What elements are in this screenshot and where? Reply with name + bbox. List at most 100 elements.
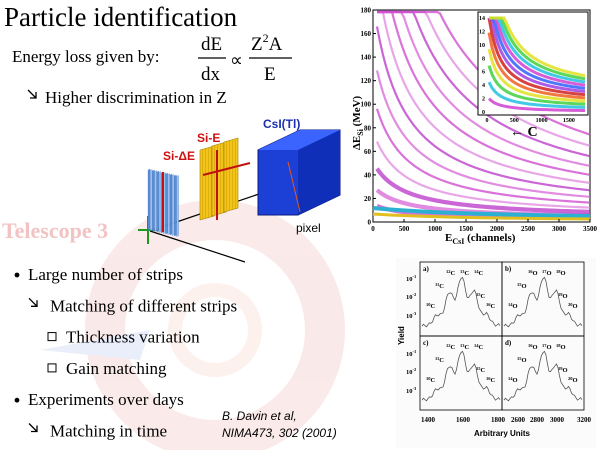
y-tick-label: 20 bbox=[364, 195, 372, 203]
checkbox-icon bbox=[47, 363, 57, 373]
y-tick-label: 40 bbox=[364, 171, 372, 179]
peak-label: 16O bbox=[528, 343, 538, 351]
element: C bbox=[481, 293, 486, 300]
sub: CsI bbox=[452, 237, 464, 246]
main: ΔE bbox=[351, 136, 363, 150]
mass: 16 bbox=[486, 302, 491, 307]
arrow-icon bbox=[28, 297, 38, 307]
inset-y-tick-label: 4 bbox=[482, 83, 485, 89]
mass: 11 bbox=[435, 356, 440, 361]
bullet-list: Large number of strips Matching of differ… bbox=[14, 265, 237, 441]
yield-curve bbox=[421, 350, 501, 402]
yield-xlabel: Arbitrary Units bbox=[474, 429, 531, 438]
y-tick-label: 180 bbox=[361, 7, 372, 15]
title: Particle identification bbox=[4, 2, 238, 32]
pid-band bbox=[376, 141, 591, 209]
strip-plane bbox=[199, 145, 215, 221]
bullet-dot bbox=[14, 397, 20, 403]
strip bbox=[174, 174, 177, 237]
base: 10 bbox=[406, 294, 413, 301]
exponent: -3 bbox=[413, 386, 417, 391]
inset-band bbox=[487, 65, 586, 106]
strip bbox=[150, 169, 153, 231]
z-exp: 2 bbox=[263, 31, 269, 45]
checkbox-icon bbox=[47, 332, 57, 342]
base: 10 bbox=[406, 276, 413, 283]
pid-band bbox=[375, 26, 591, 192]
exponent: -1 bbox=[413, 349, 417, 354]
x-tick-label: 500 bbox=[399, 225, 410, 233]
x-tick-label: 3500 bbox=[583, 225, 598, 233]
arrow-icon bbox=[27, 89, 37, 99]
inset-band bbox=[487, 81, 586, 109]
element: C bbox=[479, 270, 484, 277]
pid-band bbox=[375, 108, 591, 204]
element: C bbox=[465, 344, 470, 351]
citation-line: NIMA473, 302 (2001) bbox=[222, 426, 337, 440]
peak-label: 16C bbox=[486, 302, 496, 310]
y-tick-label: 80 bbox=[364, 124, 372, 132]
mass: 10 bbox=[426, 302, 431, 307]
mass: 15 bbox=[517, 356, 522, 361]
y-tick-label: 10-3 bbox=[406, 386, 417, 395]
yield-curve bbox=[503, 276, 583, 328]
peak-label: 14O bbox=[508, 376, 518, 384]
element: O bbox=[547, 270, 552, 277]
x-tick-label: 1800 bbox=[491, 416, 506, 424]
formula-lhs-den: dx bbox=[201, 64, 221, 85]
strip bbox=[147, 168, 151, 231]
a: A bbox=[269, 34, 283, 55]
peak-label: 14C bbox=[474, 343, 484, 351]
x-tick-label: 1600 bbox=[456, 416, 471, 424]
citation-line: B. Davin et al, bbox=[222, 409, 297, 423]
mass: 14 bbox=[474, 269, 479, 274]
pid-annotation: ← C bbox=[510, 125, 538, 140]
mass: 18 bbox=[556, 343, 561, 348]
bullet-text: Experiments over days bbox=[28, 390, 184, 409]
mass: 11 bbox=[435, 282, 440, 287]
element: C bbox=[439, 283, 444, 290]
mass: 13 bbox=[460, 343, 465, 348]
inset-y-tick-label: 6 bbox=[482, 70, 485, 76]
element: O bbox=[533, 344, 538, 351]
x-tick-label: 2600 bbox=[511, 416, 526, 424]
y-tick-label: 160 bbox=[361, 30, 372, 38]
inset-y-tick-label: 10 bbox=[479, 43, 485, 49]
yield-curve bbox=[503, 350, 583, 402]
peak-label: 16C bbox=[486, 376, 496, 384]
peak-label: 13C bbox=[460, 343, 470, 351]
panel-frame bbox=[501, 335, 585, 411]
element: O bbox=[533, 270, 538, 277]
mass: 13 bbox=[460, 269, 465, 274]
peak-label: 11C bbox=[435, 356, 444, 364]
mass: 16 bbox=[528, 269, 533, 274]
peak-label: 19O bbox=[558, 366, 568, 374]
formula-rhs-num: Z2A bbox=[251, 31, 283, 55]
panel-label: b) bbox=[505, 265, 512, 273]
strip bbox=[169, 173, 173, 236]
x-tick-label: 1000 bbox=[428, 225, 443, 233]
base: 10 bbox=[406, 369, 413, 376]
peak-label: 15C bbox=[476, 292, 486, 300]
mass: 14 bbox=[474, 343, 479, 348]
pid-band bbox=[372, 206, 591, 218]
strip bbox=[158, 171, 162, 233]
y-tick-label: 10-1 bbox=[406, 349, 417, 358]
element: C bbox=[451, 344, 456, 351]
pid-band bbox=[375, 167, 591, 215]
unit: (channels) bbox=[464, 232, 515, 244]
bullet-text: Gain matching bbox=[66, 359, 167, 378]
pid-plot bbox=[372, 9, 591, 223]
peak-label: 17O bbox=[542, 269, 552, 277]
peak-label: 20O bbox=[568, 302, 578, 310]
mass: 17 bbox=[542, 343, 547, 348]
pid-band bbox=[375, 70, 591, 198]
peak-label: 16O bbox=[528, 269, 538, 277]
peak-label: 18O bbox=[556, 343, 566, 351]
pid-band bbox=[377, 10, 591, 184]
peak-label: 10C bbox=[426, 376, 436, 384]
pid-band bbox=[377, 10, 591, 167]
y-tick-label: 10-3 bbox=[406, 311, 417, 320]
exponent: -2 bbox=[413, 292, 417, 297]
